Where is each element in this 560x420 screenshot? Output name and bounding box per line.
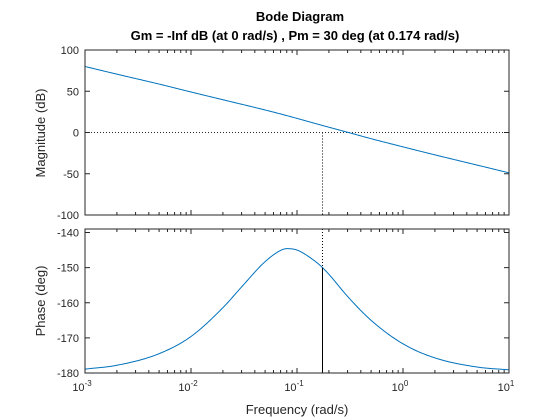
phase-y-tick-label: -160 xyxy=(57,298,79,310)
phase-y-tick-label: -170 xyxy=(57,333,79,345)
x-tick-label: 100 xyxy=(392,379,409,394)
x-tick-label: 10-3 xyxy=(72,379,92,394)
magnitude-y-tick-label: 50 xyxy=(67,86,79,98)
x-tick-labels: 10-3 10-2 10-1 100 101 xyxy=(72,379,515,394)
magnitude-y-tick-label: 0 xyxy=(73,128,79,140)
magnitude-y-tick-label: -100 xyxy=(57,210,79,222)
phase-plot-frame xyxy=(84,228,510,374)
magnitude-plot-frame xyxy=(84,49,510,216)
phase-y-tick-label: -150 xyxy=(57,263,79,275)
magnitude-series xyxy=(84,66,510,174)
magnitude-y-label: Magnitude (dB) xyxy=(33,89,48,178)
phase-series xyxy=(84,248,510,371)
phase-y-tick-label: -140 xyxy=(57,228,79,240)
x-axis-label: Frequency (rad/s) xyxy=(246,402,349,417)
phase-panel: -140 -150 -160 -170 -180 Phase (deg) xyxy=(33,228,510,380)
x-tick-label: 101 xyxy=(498,379,515,394)
magnitude-y-tick-labels: 100 50 0 -50 -100 xyxy=(57,45,79,222)
chart-subtitle: Gm = -Inf dB (at 0 rad/s) , Pm = 30 deg … xyxy=(131,28,460,43)
magnitude-y-tick-label: -50 xyxy=(63,169,79,181)
phase-y-tick-labels: -140 -150 -160 -170 -180 xyxy=(57,228,79,380)
magnitude-y-tick-label: 100 xyxy=(61,45,79,57)
phase-y-tick-label: -180 xyxy=(57,368,79,380)
magnitude-series-line-0 xyxy=(84,66,510,174)
x-tick-label: 10-2 xyxy=(178,379,198,394)
chart-title: Bode Diagram xyxy=(256,9,344,24)
magnitude-panel: 100 50 0 -50 -100 Magnitude (dB) xyxy=(33,45,510,222)
phase-y-label: Phase (deg) xyxy=(33,266,48,337)
x-tick-label: 10-1 xyxy=(284,379,304,394)
phase-series-line-0 xyxy=(84,248,510,371)
